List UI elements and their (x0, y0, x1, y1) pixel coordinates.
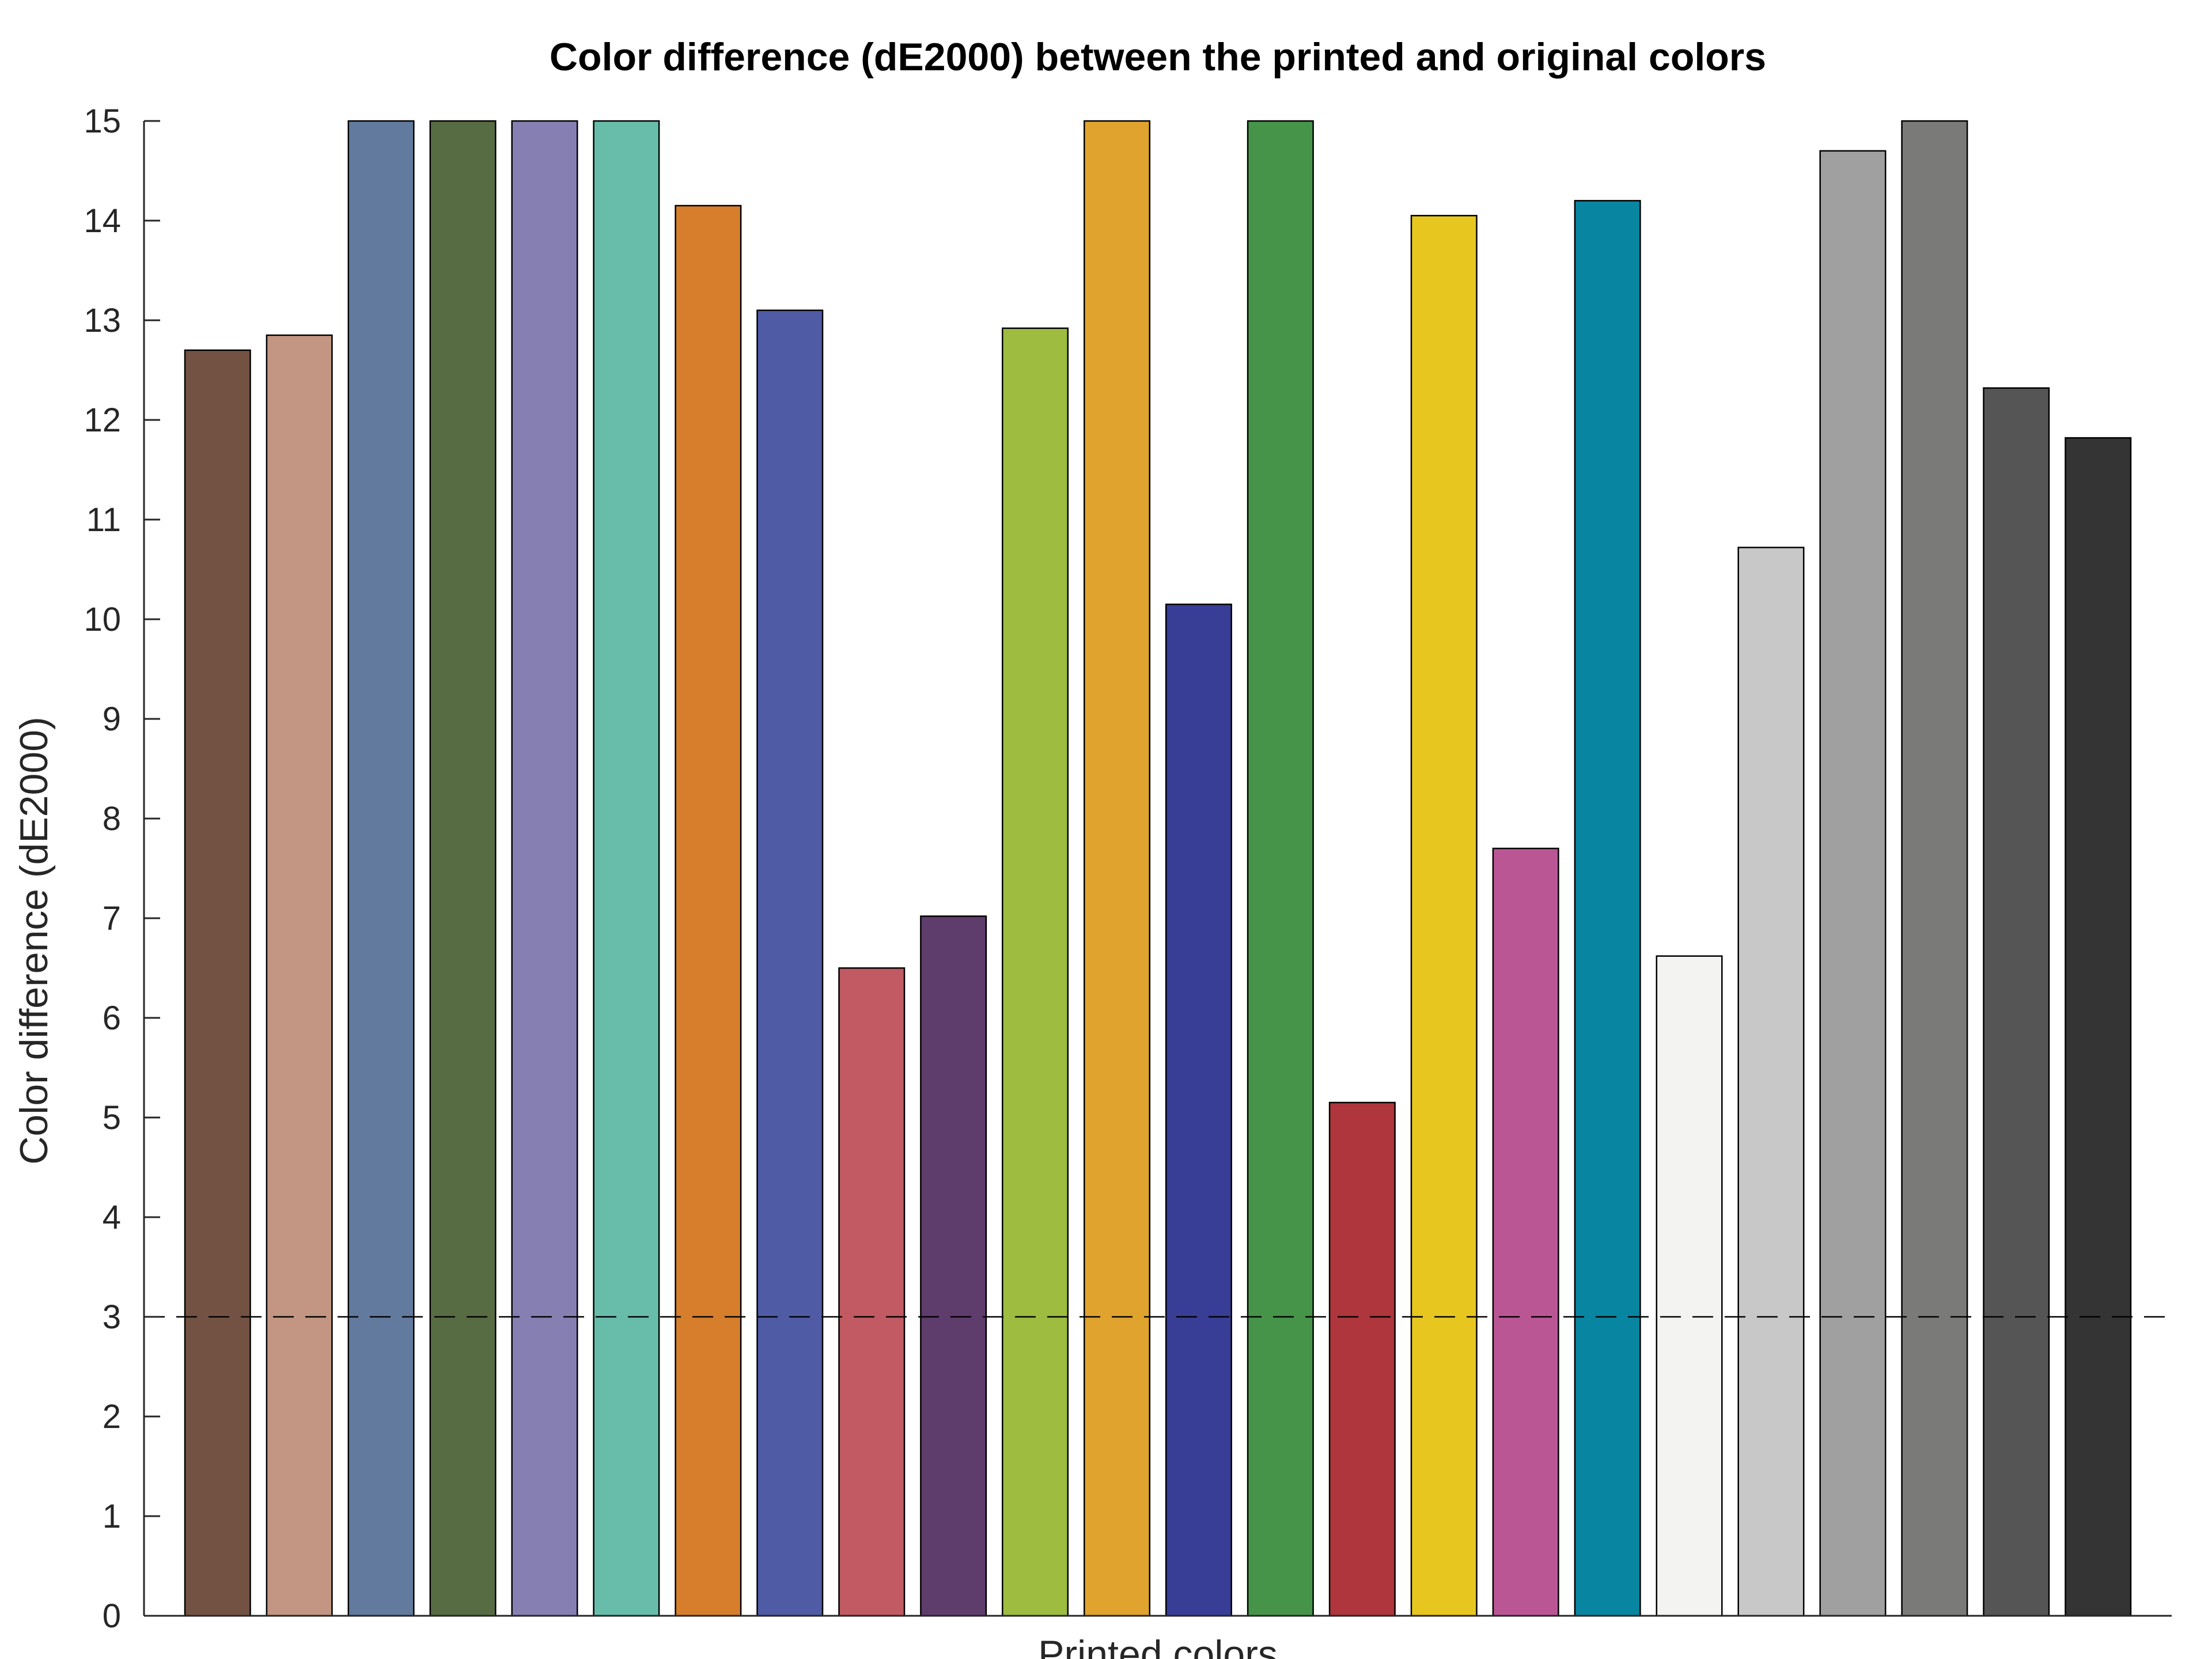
x-axis-label: Printed colors (1038, 1633, 1278, 1659)
bar-16 (1410, 215, 1478, 1617)
bar-6 (593, 120, 660, 1617)
bar-8 (756, 309, 824, 1617)
bar-3 (347, 120, 415, 1617)
bar-22 (1901, 120, 1968, 1617)
y-tick-label: 10 (84, 601, 121, 638)
y-tick-label: 13 (84, 302, 121, 339)
y-tick-label: 8 (103, 800, 121, 838)
bar-18 (1574, 200, 1641, 1617)
bar-15 (1328, 1101, 1396, 1617)
bar-20 (1737, 547, 1805, 1617)
bar-13 (1165, 603, 1232, 1617)
bar-9 (838, 967, 906, 1617)
y-tick-label: 0 (103, 1597, 121, 1635)
bar-1 (184, 349, 251, 1617)
y-tick-label: 6 (103, 999, 121, 1037)
y-tick-label: 9 (103, 700, 121, 738)
bar-7 (675, 204, 742, 1617)
bar-4 (429, 120, 497, 1617)
y-tick-label: 4 (103, 1199, 121, 1236)
bar-2 (266, 334, 333, 1617)
y-tick-label: 3 (103, 1298, 121, 1336)
bar-12 (1084, 120, 1151, 1617)
y-tick-label: 15 (84, 103, 121, 140)
bars (184, 120, 2132, 1617)
y-tick-label: 2 (103, 1398, 121, 1435)
bar-17 (1492, 847, 1559, 1617)
bar-21 (1819, 150, 1887, 1617)
y-tick-label: 11 (86, 501, 121, 539)
y-tick-label: 7 (103, 900, 121, 937)
y-tick-label: 1 (103, 1498, 121, 1535)
y-tick-label: 5 (103, 1099, 121, 1137)
chart-title: Color difference (dE2000) between the pr… (550, 35, 1766, 79)
y-tick-label: 14 (84, 202, 121, 240)
y-tick-label: 12 (84, 402, 121, 439)
bar-5 (511, 120, 578, 1617)
bar-10 (920, 915, 987, 1617)
bar-11 (1002, 327, 1069, 1617)
bar-14 (1247, 120, 1314, 1617)
bar-23 (1983, 387, 2050, 1617)
y-axis-label: Color difference (dE2000) (12, 717, 56, 1164)
bar-24 (2065, 437, 2132, 1617)
bar-19 (1656, 955, 1723, 1617)
